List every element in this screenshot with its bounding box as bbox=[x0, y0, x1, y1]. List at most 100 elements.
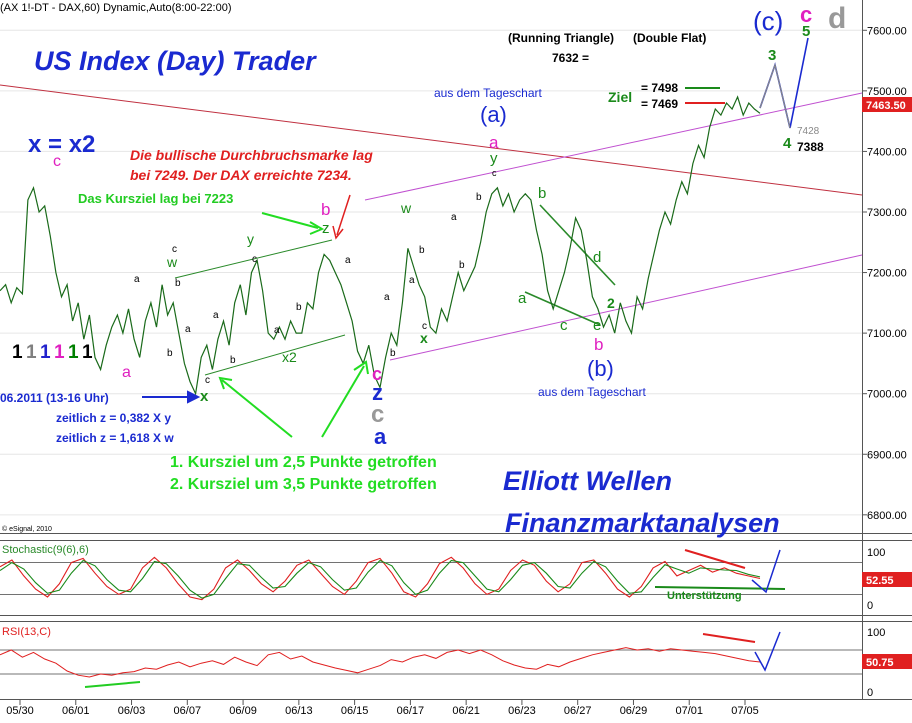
magenta-upper-channel-line bbox=[364, 92, 863, 201]
stoch-support-line bbox=[654, 586, 786, 590]
green-wedge-lower-line bbox=[524, 291, 601, 326]
stochastic-levels bbox=[0, 562, 862, 595]
double-flat-label: (Double Flat) bbox=[633, 31, 706, 45]
wave-label-x2: x2 bbox=[282, 349, 297, 365]
svg-text:c: c bbox=[205, 375, 210, 386]
svg-text:b: b bbox=[230, 355, 236, 366]
degree-legend-item: 1 bbox=[40, 342, 51, 363]
svg-text:b: b bbox=[476, 192, 482, 203]
svg-text:a: a bbox=[384, 292, 390, 303]
date-tick-label: 07/05 bbox=[731, 705, 759, 717]
projection-path-gray bbox=[759, 62, 791, 129]
rsi-last-tag bbox=[862, 654, 912, 669]
svg-text:b: b bbox=[419, 245, 425, 256]
red-arrow-to-z bbox=[332, 194, 351, 240]
svg-text:c: c bbox=[172, 244, 177, 255]
wave-label-d-green-wedge: d bbox=[593, 249, 601, 266]
breakout-note-line1: Die bullische Durchbruchsmarke lag bbox=[130, 147, 373, 163]
date-tick-label: 06/27 bbox=[564, 705, 592, 717]
breakout-note-line2: bei 7249. Der DAX erreichte 7234. bbox=[130, 167, 352, 183]
blue-arrow-to-x bbox=[142, 390, 201, 404]
date-tick-label: 07/01 bbox=[675, 705, 703, 717]
date-tick-label: 05/30 bbox=[6, 705, 34, 717]
svg-text:a: a bbox=[274, 325, 280, 336]
green-arrows bbox=[218, 212, 369, 438]
svg-text:b: b bbox=[459, 260, 465, 271]
finanzmarktanalysen-title: Finanzmarktanalysen bbox=[505, 508, 780, 538]
wave-label-paren-a: (a) bbox=[480, 102, 507, 127]
time-ratio-w-note: zeitlich z = 1,618 X w bbox=[56, 431, 174, 445]
magenta-lower-channel-line bbox=[389, 254, 863, 361]
indicator-axis-label: 100 bbox=[867, 547, 885, 559]
date-axis-ticks: 05/30 06/01 06/03 06/07 06/09 06/13 06/15 06/17… bbox=[6, 700, 759, 717]
wave-label-d-gray-big: d bbox=[828, 2, 846, 35]
x-equals-x2-label: x = x2 bbox=[28, 131, 95, 158]
wave-label-a-blue-bottom: a bbox=[374, 424, 387, 449]
stochastic-k-line bbox=[0, 556, 761, 601]
ziel-7498-value: = 7498 bbox=[641, 81, 678, 95]
daily-chart-note-top: aus dem Tageschart bbox=[434, 86, 543, 100]
indicator-axis-label: 100 bbox=[867, 627, 885, 639]
wave-label-a-magenta-top: a bbox=[489, 133, 499, 152]
wave-label-z-blue-bottom: z bbox=[372, 380, 383, 405]
svg-text:a: a bbox=[345, 255, 351, 266]
svg-text:b: b bbox=[390, 348, 396, 359]
wave-label-a-green-wedge: a bbox=[518, 290, 527, 307]
price-tick-label: 6900.00 bbox=[867, 449, 907, 461]
level-7632-label: 7632 = bbox=[552, 51, 589, 65]
degree-legend-item: 1 bbox=[82, 342, 93, 363]
rsi-divergence-green bbox=[84, 681, 141, 688]
green-triangle-upper-line bbox=[174, 239, 333, 279]
date-tick-label: 06/13 bbox=[285, 705, 313, 717]
svg-text:a: a bbox=[134, 274, 140, 285]
date-tick-label: 06/07 bbox=[174, 705, 202, 717]
wave-label-w-green-mid: w bbox=[400, 200, 412, 216]
stoch-divergence-line bbox=[684, 549, 746, 569]
ziel-label: Ziel bbox=[608, 89, 632, 105]
rsi-title: RSI(13,C) bbox=[2, 626, 51, 638]
price-tick-label: 7100.00 bbox=[867, 328, 907, 340]
svg-text:b: b bbox=[167, 348, 173, 359]
wave-label-paren-b: (b) bbox=[587, 356, 614, 381]
wave-label-b-magenta-wedge: b bbox=[594, 335, 603, 354]
date-tick-label: 06/17 bbox=[397, 705, 425, 717]
svg-text:a: a bbox=[185, 324, 191, 335]
wave-label-c-magenta-bottom: c bbox=[372, 364, 382, 384]
svg-text:b: b bbox=[175, 278, 181, 289]
wave-label-2-green: 2 bbox=[607, 295, 615, 311]
value-7428-label: 7428 bbox=[797, 126, 820, 137]
degree-legend-item: 1 bbox=[12, 342, 23, 363]
last-price-tag bbox=[862, 97, 912, 112]
wave-label-z-green: z bbox=[322, 220, 330, 237]
date-tick-label: 06/15 bbox=[341, 705, 369, 717]
indicator-axis-label: 0 bbox=[867, 687, 873, 699]
support-label: Unterstützung bbox=[667, 590, 742, 602]
green-wedge-upper-line bbox=[539, 204, 616, 286]
last-price-value: 7463.50 bbox=[866, 100, 906, 112]
daily-chart-note-bottom: aus dem Tageschart bbox=[538, 385, 647, 399]
svg-text:c: c bbox=[252, 254, 257, 265]
rsi-line bbox=[0, 647, 761, 678]
degree-legend-item: 1 bbox=[26, 342, 37, 363]
price-axis-ticks: 6800.00 6900.00 7000.00 7100.00 7200.00 7300.… bbox=[862, 25, 907, 522]
wave-label-b-magenta: b bbox=[321, 200, 330, 219]
subwave-letters: a b c a b a b c a b c a a b b a c a b b bbox=[134, 192, 482, 386]
ziel-7469-value: = 7469 bbox=[641, 97, 678, 111]
rsi-axis: 100 0 bbox=[867, 627, 885, 699]
degree-legend-item: 1 bbox=[54, 342, 65, 363]
wave-label-5: 5 bbox=[802, 23, 810, 40]
date-tick-label: 06/21 bbox=[452, 705, 480, 717]
wave-label-w-green-left: w bbox=[166, 254, 178, 270]
time-ratio-y-note: zeitlich z = 0,382 X y bbox=[56, 411, 171, 425]
stoch-last-tag bbox=[862, 572, 912, 587]
date-tick-label: 06/29 bbox=[620, 705, 648, 717]
stoch-last-value: 52.55 bbox=[866, 575, 894, 587]
price-tick-label: 7600.00 bbox=[867, 25, 907, 37]
stoch-projection-line bbox=[751, 549, 781, 594]
copyright-text: © eSignal, 2010 bbox=[2, 525, 52, 533]
wave-label-x-green-left: x bbox=[200, 388, 209, 405]
date-note: 06.2011 (13-16 Uhr) bbox=[0, 391, 109, 405]
